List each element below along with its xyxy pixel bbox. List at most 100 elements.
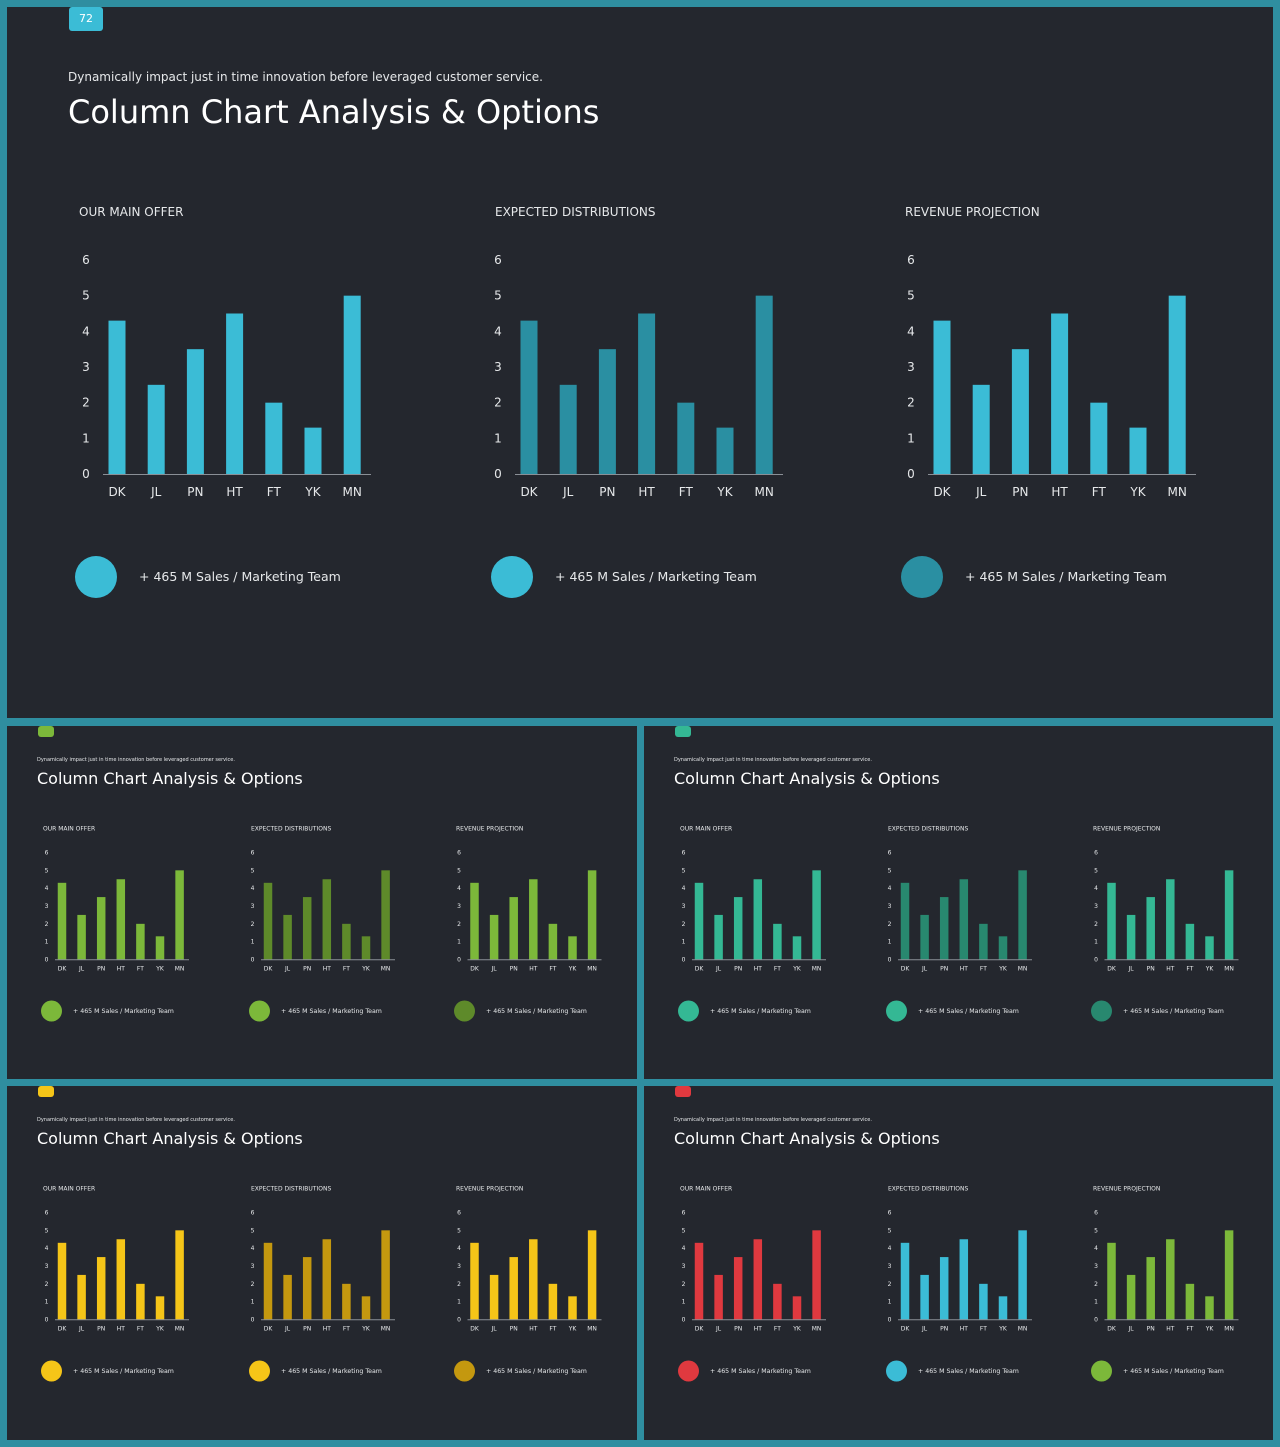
x-tick-label: PN: [510, 966, 518, 973]
y-tick-label: 1: [907, 431, 915, 445]
x-tick-label: FT: [549, 1326, 556, 1333]
y-tick-label: 2: [1094, 921, 1098, 928]
column-chart-revenue-projection: REVENUE PROJECTION 0 1 2 3 4 5 6 DK JL PN HT FT YK MN +…: [454, 1186, 602, 1382]
bar-pn: [96, 897, 106, 960]
x-tick-label: YK: [361, 1326, 371, 1333]
y-tick-label: 5: [251, 867, 255, 874]
x-tick-label: HT: [529, 1326, 538, 1333]
bar-ft: [1090, 402, 1108, 474]
y-tick-label: 2: [907, 396, 915, 410]
y-tick-label: 0: [1094, 1317, 1098, 1324]
x-tick-label: PN: [599, 485, 615, 499]
y-tick-label: 1: [45, 939, 49, 946]
bar-ft: [548, 1283, 558, 1320]
legend-text: + 465 M Sales / Marketing Team: [918, 1008, 1019, 1015]
x-tick-label: MN: [1018, 966, 1028, 973]
y-tick-label: 4: [682, 1245, 686, 1252]
bar-dk: [520, 320, 538, 474]
y-tick-label: 2: [457, 1281, 461, 1288]
x-tick-label: FT: [343, 966, 350, 973]
x-tick-label: HT: [529, 966, 538, 973]
y-tick-label: 0: [82, 467, 90, 481]
x-tick-label: DK: [1107, 966, 1117, 973]
legend-circle: [249, 1360, 270, 1382]
x-tick-label: MN: [381, 1326, 391, 1333]
bar-ht: [753, 1239, 763, 1320]
legend-circle: [886, 1000, 907, 1022]
bar-dk: [470, 1242, 479, 1320]
chart-title: OUR MAIN OFFER: [43, 826, 95, 833]
bar-pn: [1146, 1257, 1155, 1320]
x-tick-label: MN: [755, 485, 774, 499]
x-tick-label: YK: [792, 966, 802, 973]
bar-pn: [733, 897, 743, 960]
y-tick-label: 0: [457, 957, 461, 964]
y-tick-label: 0: [45, 1317, 49, 1324]
charts-area: OUR MAIN OFFER 0 1 2 3 4 5 6 DK JL PN HT FT YK MN + 465…: [41, 826, 602, 1022]
x-tick-label: HT: [754, 966, 763, 973]
bar-dk: [900, 1242, 910, 1320]
x-tick-label: FT: [980, 966, 987, 973]
bar-yk: [792, 1296, 802, 1320]
y-tick-label: 6: [682, 1210, 686, 1217]
slide-title: Column Chart Analysis & Options: [37, 1129, 303, 1148]
slide-main: 72 Dynamically impact just in time innov…: [7, 7, 1273, 718]
chart-title: OUR MAIN OFFER: [43, 1186, 95, 1193]
bar-mn: [1168, 295, 1186, 474]
bar-jl: [920, 914, 929, 960]
bar-dk: [1107, 1242, 1116, 1320]
x-tick-label: YK: [716, 485, 733, 499]
y-tick-label: 1: [457, 1299, 461, 1306]
x-tick-label: YK: [155, 966, 165, 973]
column-chart-our-main-offer: OUR MAIN OFFER 0 1 2 3 4 5 6 DK JL PN HT FT YK MN + 465…: [41, 1186, 189, 1382]
chart-title: OUR MAIN OFFER: [680, 826, 732, 833]
x-tick-label: DK: [264, 966, 274, 973]
y-tick-label: 6: [45, 850, 49, 857]
x-tick-label: YK: [1205, 1326, 1215, 1333]
legend-text: + 465 M Sales / Marketing Team: [918, 1368, 1019, 1375]
x-tick-label: FT: [1186, 966, 1193, 973]
x-tick-label: HT: [117, 966, 126, 973]
x-tick-label: FT: [137, 966, 144, 973]
y-tick-label: 3: [457, 903, 461, 910]
y-tick-label: 3: [888, 903, 892, 910]
x-tick-label: YK: [792, 1326, 802, 1333]
bar-yk: [568, 1296, 577, 1320]
slide-number-badge: [38, 726, 54, 737]
y-tick-label: 3: [682, 1263, 686, 1270]
x-tick-label: JL: [1128, 966, 1135, 973]
y-tick-label: 1: [1094, 1299, 1098, 1306]
y-tick-label: 5: [1094, 867, 1098, 874]
x-tick-label: MN: [812, 1326, 822, 1333]
bar-yk: [998, 936, 1008, 960]
bar-yk: [155, 1296, 165, 1320]
x-tick-label: MN: [587, 1326, 597, 1333]
slide-subtitle: Dynamically impact just in time innovati…: [37, 1117, 235, 1123]
slide-subtitle: Dynamically impact just in time innovati…: [68, 70, 543, 84]
bar-yk: [716, 427, 734, 474]
slide-title: Column Chart Analysis & Options: [37, 769, 303, 788]
slide-subtitle: Dynamically impact just in time innovati…: [37, 757, 235, 763]
x-tick-label: PN: [97, 1326, 105, 1333]
y-tick-label: 3: [1094, 903, 1098, 910]
slide-number-badge: 72: [69, 7, 103, 31]
bar-pn: [939, 897, 949, 960]
x-tick-label: PN: [1147, 966, 1155, 973]
x-tick-label: DK: [264, 1326, 274, 1333]
bar-dk: [108, 320, 126, 474]
x-tick-label: MN: [587, 966, 597, 973]
y-tick-label: 2: [682, 1281, 686, 1288]
y-tick-label: 6: [888, 1210, 892, 1217]
x-tick-label: JL: [78, 1326, 85, 1333]
bar-dk: [57, 882, 67, 960]
y-tick-label: 2: [251, 1281, 255, 1288]
slide-subtitle: Dynamically impact just in time innovati…: [674, 1117, 872, 1123]
y-tick-label: 4: [251, 885, 255, 892]
y-tick-label: 4: [457, 1245, 461, 1252]
y-tick-label: 6: [251, 850, 255, 857]
x-tick-label: JL: [975, 485, 987, 499]
slide-number-badge: [38, 1086, 54, 1097]
y-tick-label: 4: [888, 885, 892, 892]
x-tick-label: HT: [323, 1326, 332, 1333]
bar-mn: [1018, 1230, 1027, 1320]
